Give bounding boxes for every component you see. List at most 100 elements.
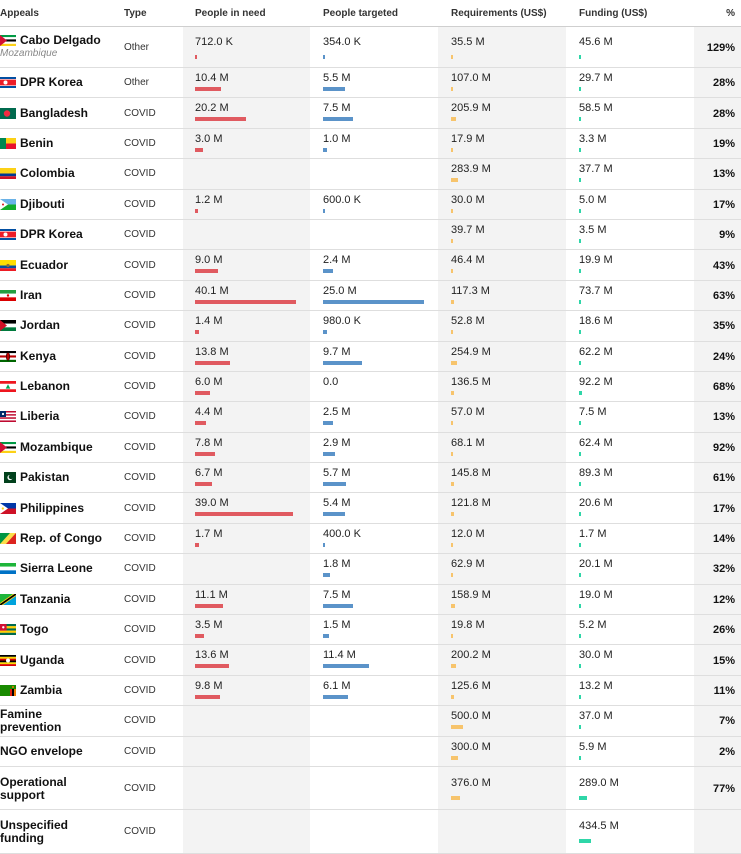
table-row-unspecified-funding-covid[interactable]: Unspecified funding COVID 434.5 M: [0, 810, 741, 854]
funding-value: 19.0 M: [579, 588, 613, 601]
funded-percent: 19%: [712, 137, 735, 150]
people-in-need-bar: [195, 390, 211, 395]
header-requirements[interactable]: Requirements (US$): [451, 8, 547, 19]
table-row-bangladesh-covid[interactable]: Bangladesh COVID 20.2 M 7.5 M 205.9 M 58.5 M 2…: [0, 98, 741, 129]
table-row-rep-of-congo-covid[interactable]: Rep. of Congo COVID 1.7 M 400.0 K 12.0 M 1.7 …: [0, 523, 741, 555]
people-targeted-bar: [323, 117, 354, 122]
table-row-tanzania-covid[interactable]: Tanzania COVID 11.1 M 7.5 M 158.9 M 19.0 M 12%: [0, 584, 741, 616]
mozambique-flag-icon: [0, 35, 16, 46]
column-shade: [438, 523, 566, 554]
table-row-ngo-envelope-covid[interactable]: NGO envelope COVID 300.0 M 5.9 M 2%: [0, 736, 741, 767]
header-appeals[interactable]: Appeals: [0, 8, 39, 19]
table-row-colombia-covid[interactable]: Colombia COVID 283.9 M 37.7 M 13%: [0, 159, 741, 190]
requirements-value: 57.0 M: [451, 406, 485, 419]
appeal-type: COVID: [124, 745, 156, 757]
table-row-pakistan-covid[interactable]: Pakistan COVID 6.7 M 5.7 M 145.8 M 89.3 M 61%: [0, 463, 741, 494]
requirements-value: 46.4 M: [451, 254, 485, 267]
jordan-flag-icon: [0, 320, 16, 332]
column-shade: [694, 766, 741, 810]
header-people-in-need[interactable]: People in need: [195, 8, 266, 19]
header-percent[interactable]: %: [726, 8, 735, 19]
people-targeted-bar: [323, 634, 330, 639]
people-targeted-bar: [323, 269, 333, 274]
column-shade: [694, 493, 741, 523]
people-in-need-bar: [195, 360, 230, 365]
table-row-benin-covid[interactable]: Benin COVID 3.0 M 1.0 M 17.9 M 3.3 M 19%: [0, 128, 741, 160]
people-targeted-value: 2.9 M: [323, 436, 351, 449]
table-row-liberia-covid[interactable]: Liberia COVID 4.4 M 2.5 M 57.0 M 7.5 M 13%: [0, 402, 741, 433]
header-people-targeted[interactable]: People targeted: [323, 8, 399, 19]
appeal-name: Kenya: [20, 348, 57, 363]
appeal-type: COVID: [124, 533, 156, 545]
funded-percent: 129%: [706, 41, 735, 54]
column-shade: [694, 250, 741, 280]
requirements-value: 19.8 M: [451, 619, 485, 632]
appeal-type: COVID: [124, 229, 156, 241]
table-row-cabo-delgado-other[interactable]: Cabo Delgado Mozambique Other 712.0 K 354.0 …: [0, 27, 741, 68]
header-type[interactable]: Type: [124, 8, 147, 19]
requirements-value: 158.9 M: [451, 588, 491, 601]
table-row-operational-support-covid[interactable]: Operational support COVID 376.0 M 289.0 M 77…: [0, 766, 741, 811]
requirements-bar: [451, 634, 453, 639]
people-targeted-bar: [323, 542, 325, 547]
funded-percent: 13%: [712, 411, 735, 424]
requirements-bar: [451, 55, 453, 59]
column-shade: [438, 736, 566, 766]
people-in-need-bar: [195, 330, 199, 335]
requirements-value: 62.9 M: [451, 558, 485, 571]
table-row-sierra-leone-covid[interactable]: Sierra Leone COVID 1.8 M 62.9 M 20.1 M 32%: [0, 554, 741, 585]
table-body: Cabo Delgado Mozambique Other 712.0 K 354.0 …: [0, 27, 741, 854]
appeal-type: COVID: [124, 826, 156, 838]
table-row-famine-prevention-covid[interactable]: Famine prevention COVID 500.0 M 37.0 M 7%: [0, 706, 741, 737]
header-funding[interactable]: Funding (US$): [579, 8, 648, 19]
column-shade: [438, 645, 566, 675]
table-header: Appeals Type People in need People targe…: [0, 0, 741, 27]
table-row-jordan-covid[interactable]: Jordan COVID 1.4 M 980.0 K 52.8 M 18.6 M 35%: [0, 311, 741, 342]
table-row-uganda-covid[interactable]: Uganda COVID 13.6 M 11.4 M 200.2 M 30.0 M 15%: [0, 645, 741, 676]
requirements-bar: [451, 269, 453, 274]
column-shade: [694, 371, 741, 402]
table-row-ecuador-covid[interactable]: Ecuador COVID 9.0 M 2.4 M 46.4 M 19.9 M 43%: [0, 250, 741, 281]
people-in-need-value: 9.0 M: [195, 254, 223, 267]
funding-value: 89.3 M: [579, 467, 613, 480]
column-shade: [183, 341, 310, 371]
funded-percent: 26%: [712, 624, 735, 637]
column-shade: [183, 523, 310, 554]
column-shade: [694, 675, 741, 706]
appeal-name: Philippines: [20, 500, 85, 515]
funding-value: 289.0 M: [579, 776, 619, 789]
table-row-dpr-korea-other[interactable]: DPR Korea Other 10.4 M 5.5 M 107.0 M 29.7 M 28…: [0, 68, 741, 99]
people-in-need-bar: [195, 87, 222, 91]
table-row-togo-covid[interactable]: Togo COVID 3.5 M 1.5 M 19.8 M 5.2 M 26%: [0, 615, 741, 646]
funding-bar: [579, 87, 581, 91]
column-shade: [183, 98, 310, 128]
appeal-name: DPR Korea: [20, 227, 83, 242]
people-targeted-bar: [323, 360, 363, 365]
people-in-need-value: 39.0 M: [195, 497, 229, 510]
people-targeted-value: 25.0 M: [323, 284, 357, 297]
table-row-iran-covid[interactable]: Iran COVID 40.1 M 25.0 M 117.3 M 73.7 M 63%: [0, 280, 741, 312]
funding-bar: [579, 725, 581, 730]
table-row-dpr-korea-covid[interactable]: DPR Korea COVID 39.7 M 3.5 M 9%: [0, 219, 741, 251]
table-row-zambia-covid[interactable]: Zambia COVID 9.8 M 6.1 M 125.6 M 13.2 M 11%: [0, 675, 741, 707]
funded-percent: 28%: [712, 77, 735, 90]
congo-flag-icon: [0, 533, 16, 545]
funding-bar: [579, 755, 581, 760]
funding-bar: [579, 603, 581, 608]
appeal-type: COVID: [124, 198, 156, 210]
table-row-lebanon-covid[interactable]: Lebanon COVID 6.0 M 0.0 136.5 M 92.2 M 68%: [0, 371, 741, 403]
funding-bar: [579, 117, 581, 122]
funding-bar: [579, 330, 581, 335]
funding-bar: [579, 482, 582, 487]
people-in-need-value: 20.2 M: [195, 102, 229, 115]
column-shade: [694, 810, 741, 853]
people-targeted-value: 1.8 M: [323, 558, 351, 571]
table-row-djibouti-covid[interactable]: Djibouti COVID 1.2 M 600.0 K 30.0 M 5.0 M 17%: [0, 189, 741, 220]
table-row-philippines-covid[interactable]: Philippines COVID 39.0 M 5.4 M 121.8 M 20.6 M…: [0, 493, 741, 524]
requirements-value: 136.5 M: [451, 375, 491, 388]
column-shade: [694, 432, 741, 463]
requirements-bar: [451, 512, 454, 517]
table-row-kenya-covid[interactable]: Kenya COVID 13.8 M 9.7 M 254.9 M 62.2 M 24%: [0, 341, 741, 372]
table-row-mozambique-covid[interactable]: Mozambique COVID 7.8 M 2.9 M 68.1 M 62.4 M 92%: [0, 432, 741, 464]
funded-percent: 92%: [712, 441, 735, 454]
